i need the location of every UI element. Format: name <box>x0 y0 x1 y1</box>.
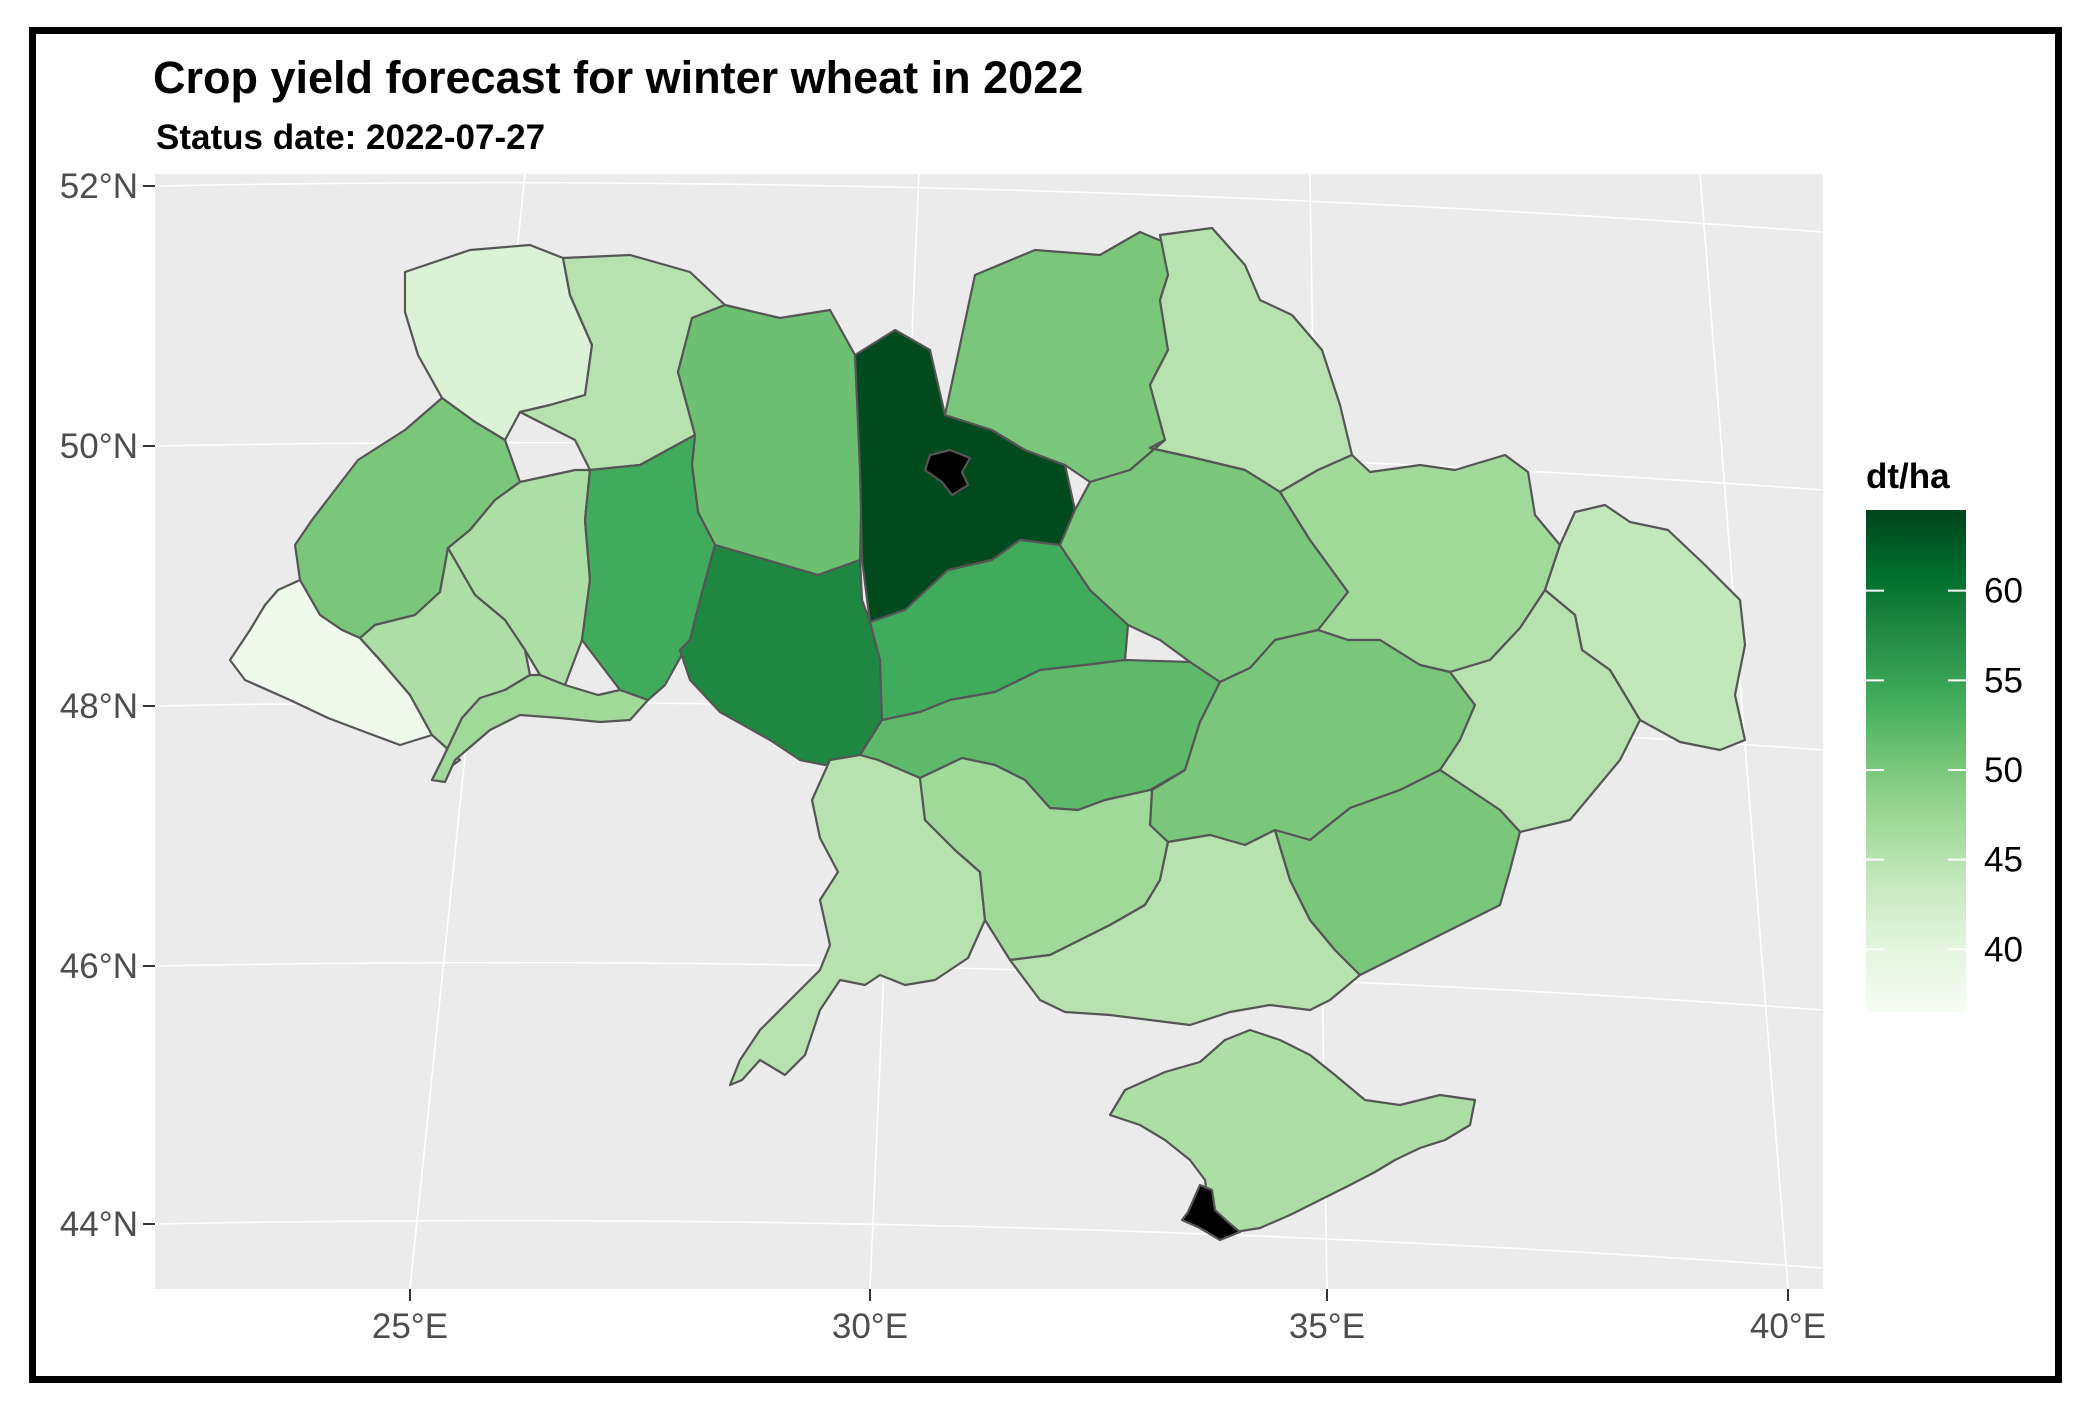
lat-label: 48°N <box>60 687 138 726</box>
region-zakarpattia <box>228 578 434 747</box>
parallel-44n <box>155 1219 1823 1269</box>
legend-tick-label: 60 <box>1984 572 2023 611</box>
map-subtitle: Status date: 2022-07-27 <box>156 118 546 157</box>
region-sevastopol <box>1180 1183 1242 1242</box>
map-title: Crop yield forecast for winter wheat in … <box>153 52 1084 103</box>
legend-ticks: 60 55 50 45 40 <box>1866 572 2023 969</box>
lon-label: 25°E <box>372 1307 448 1346</box>
legend-colorbar <box>1866 510 1966 1012</box>
lat-label: 50°N <box>60 427 138 466</box>
region-donetsk <box>1438 588 1642 834</box>
parallel-46n <box>155 961 1823 1011</box>
lon-label: 30°E <box>832 1307 908 1346</box>
region-zaporizhzhia <box>1273 768 1522 977</box>
region-crimea <box>1108 1028 1477 1234</box>
region-chernivtsi <box>430 673 650 784</box>
latitude-labels: 52°N 50°N 48°N 46°N 44°N <box>60 167 138 1244</box>
legend: dt/ha 60 55 50 45 40 <box>1866 457 2023 1012</box>
regions <box>228 226 1747 1242</box>
legend-title: dt/ha <box>1866 457 1950 496</box>
parallel-52n <box>155 181 1823 233</box>
legend-tick-label: 40 <box>1984 930 2023 969</box>
lon-label: 35°E <box>1289 1307 1365 1346</box>
longitude-labels: 25°E 30°E 35°E 40°E <box>372 1307 1826 1346</box>
lat-label: 46°N <box>60 947 138 986</box>
region-vinnytsia <box>678 543 884 767</box>
legend-tick-label: 45 <box>1984 841 2023 880</box>
lat-label: 52°N <box>60 167 138 206</box>
region-kyiv-city <box>923 448 972 497</box>
lat-label: 44°N <box>60 1205 138 1244</box>
axis-ticks <box>143 185 1789 1301</box>
lon-label: 40°E <box>1750 1307 1826 1346</box>
legend-tick-label: 55 <box>1984 661 2023 700</box>
legend-tick-label: 50 <box>1984 751 2023 790</box>
